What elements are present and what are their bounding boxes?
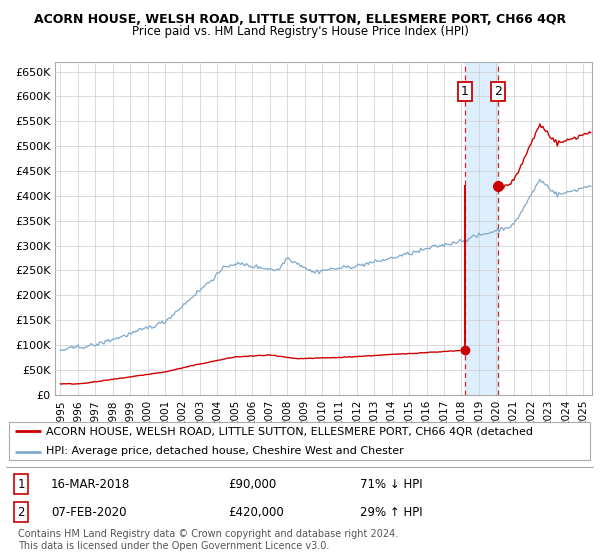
Text: ACORN HOUSE, WELSH ROAD, LITTLE SUTTON, ELLESMERE PORT, CH66 4QR: ACORN HOUSE, WELSH ROAD, LITTLE SUTTON, … [34,13,566,26]
Text: 1: 1 [17,478,25,491]
Text: HPI: Average price, detached house, Cheshire West and Chester: HPI: Average price, detached house, Ches… [46,446,404,456]
Text: 07-FEB-2020: 07-FEB-2020 [51,506,127,519]
Text: 71% ↓ HPI: 71% ↓ HPI [360,478,422,491]
Text: £420,000: £420,000 [228,506,284,519]
Text: £90,000: £90,000 [228,478,276,491]
Text: 16-MAR-2018: 16-MAR-2018 [51,478,130,491]
Text: 29% ↑ HPI: 29% ↑ HPI [360,506,422,519]
Text: ACORN HOUSE, WELSH ROAD, LITTLE SUTTON, ELLESMERE PORT, CH66 4QR (detached: ACORN HOUSE, WELSH ROAD, LITTLE SUTTON, … [46,426,533,436]
Text: 2: 2 [494,85,502,98]
Text: 2: 2 [17,506,25,519]
FancyBboxPatch shape [9,422,590,460]
Bar [465,62,498,395]
Text: Contains HM Land Registry data © Crown copyright and database right 2024.
This d: Contains HM Land Registry data © Crown c… [18,529,398,551]
Text: Price paid vs. HM Land Registry's House Price Index (HPI): Price paid vs. HM Land Registry's House … [131,25,469,38]
Text: 1: 1 [461,85,469,98]
